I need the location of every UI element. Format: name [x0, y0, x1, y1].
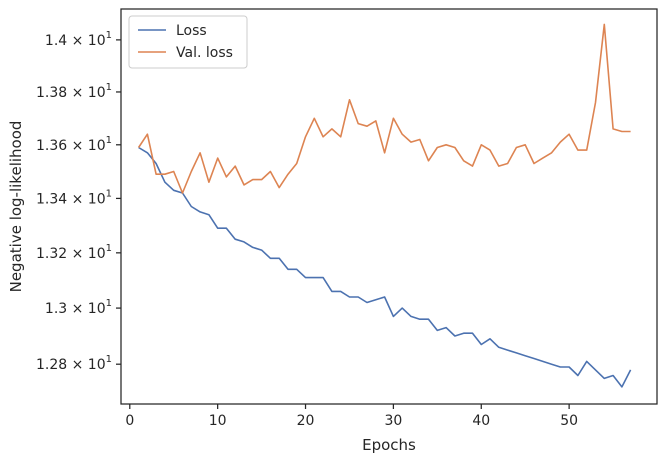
legend-box	[128, 15, 248, 69]
legend: Loss Val. loss	[128, 15, 248, 69]
y-tick-label: 1.34 × 101	[36, 188, 112, 207]
x-tick-label: 50	[560, 413, 578, 429]
y-tick-label: 1.3 × 101	[45, 298, 112, 317]
y-tick-label: 1.36 × 101	[36, 135, 112, 154]
series-line-loss	[138, 146, 632, 388]
y-axis-label: Negative log-likelihood	[7, 121, 25, 293]
y-tick-label: 1.38 × 101	[36, 82, 112, 101]
y-tick-label: 1.4 × 101	[45, 30, 112, 49]
plot-frame	[120, 8, 658, 405]
series-lines	[137, 23, 632, 388]
x-tick-label: 20	[297, 413, 315, 429]
x-tick-label: 10	[209, 413, 227, 429]
x-tick-label: 0	[125, 413, 134, 429]
x-tick-label: 40	[472, 413, 490, 429]
x-tick-label: 30	[384, 413, 402, 429]
y-tick-label: 1.32 × 101	[36, 243, 112, 262]
series-line-val-loss	[137, 23, 631, 194]
y-axis: 1.28 × 101 1.3 × 101 1.32 × 101 1.34 × 101 1…	[36, 30, 121, 373]
y-tick-label: 1.28 × 101	[36, 354, 112, 373]
legend-label: Val. loss	[176, 45, 233, 61]
x-axis: 0 10 20 30 40 50	[125, 404, 578, 429]
legend-label: Loss	[176, 23, 207, 39]
x-axis-label: Epochs	[362, 436, 416, 454]
